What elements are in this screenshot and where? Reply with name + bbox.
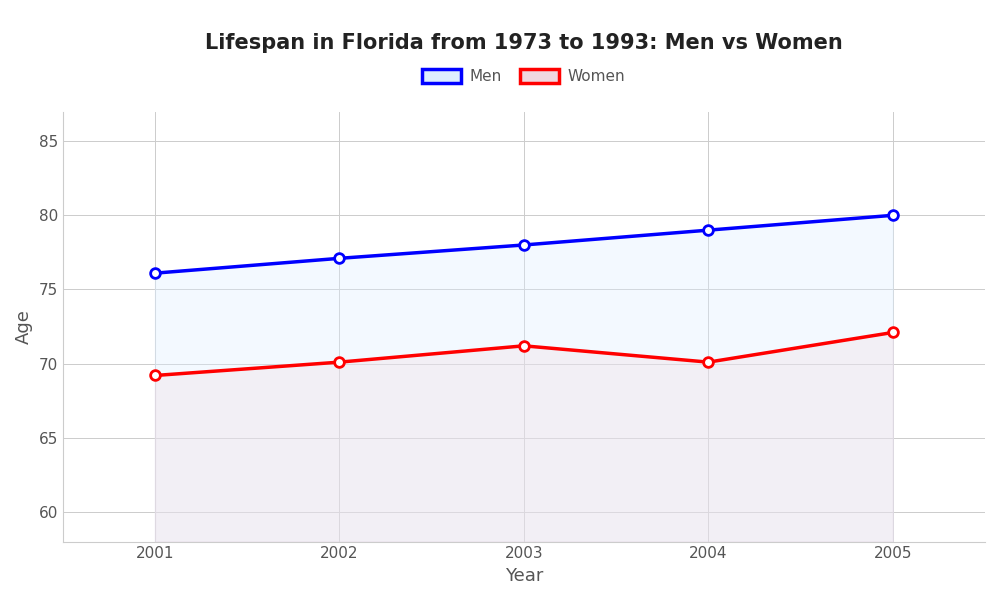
Title: Lifespan in Florida from 1973 to 1993: Men vs Women: Lifespan in Florida from 1973 to 1993: M… — [205, 33, 843, 53]
Y-axis label: Age: Age — [15, 309, 33, 344]
X-axis label: Year: Year — [505, 567, 543, 585]
Legend: Men, Women: Men, Women — [416, 63, 631, 91]
